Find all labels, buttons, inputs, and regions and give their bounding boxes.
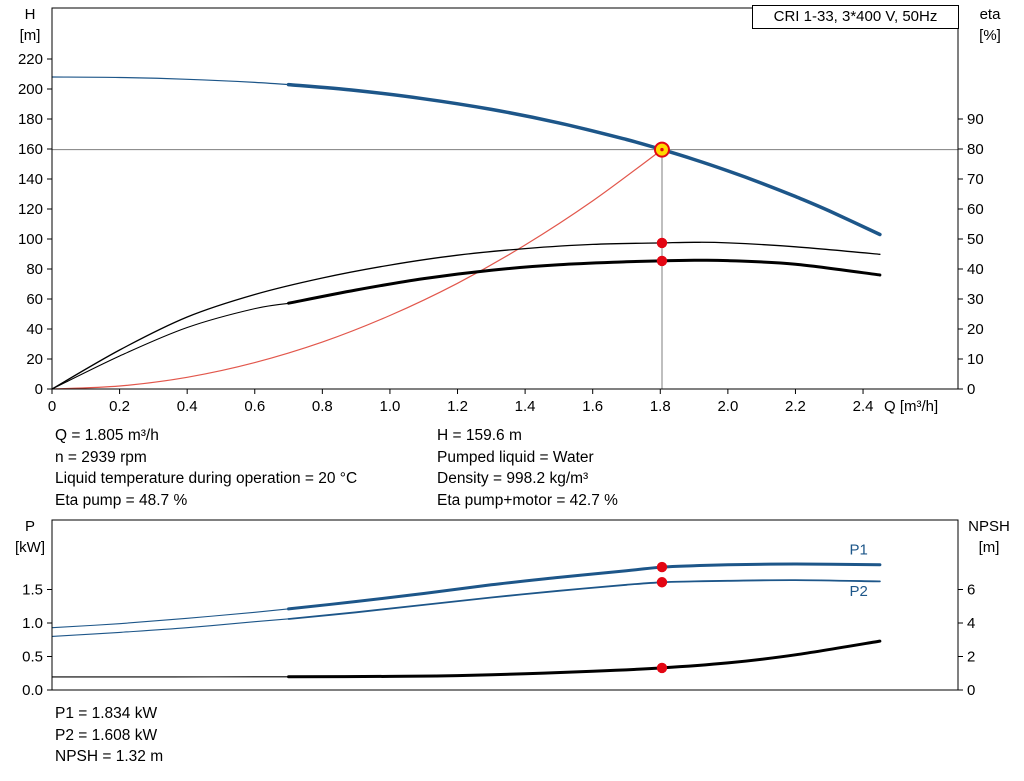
y-left-tick-label: 80	[26, 261, 43, 278]
y-left-tick-label: 40	[26, 321, 43, 338]
y-right-tick-label: 90	[967, 111, 984, 128]
p2-curve-label: P2	[850, 583, 868, 600]
info-eta-pump: Eta pump = 48.7 %	[55, 491, 188, 509]
y-right-tick-label: 80	[967, 141, 984, 158]
power-info-column: P1 = 1.834 kW P2 = 1.608 kW NPSH = 1.32 …	[55, 703, 163, 768]
npsh-dot	[656, 662, 668, 674]
qh-curve	[286, 82, 882, 237]
y-left-tick-label: 200	[18, 81, 43, 98]
info-density: Density = 998.2 kg/m³	[437, 470, 589, 487]
npsh-curve	[287, 639, 882, 679]
eta-pump-motor-curve	[287, 258, 882, 305]
y-left-tick-label: 160	[18, 141, 43, 158]
y-left-tick-label: 1.0	[22, 615, 43, 632]
y-right-tick-label: 10	[967, 351, 984, 368]
y-right-tick-label: 2	[967, 648, 975, 665]
info-pumped-liquid: Pumped liquid = Water	[437, 448, 594, 466]
info-liquid-temp: Liquid temperature during operation = 20…	[55, 470, 358, 487]
p2-curve-thin	[51, 617, 296, 637]
pump-title-box: CRI 1-33, 3*400 V, 50Hz	[752, 5, 959, 29]
y-right-tick-label: 4	[967, 615, 975, 632]
p-axis-label: P	[24, 518, 35, 535]
p-axis-unit: [kW]	[15, 539, 45, 556]
x-tick-label: 0.8	[312, 398, 333, 415]
info-npsh: NPSH = 1.32 m	[55, 748, 164, 765]
y-left-tick-label: 120	[18, 201, 43, 218]
p-axis-corner-label: P [kW]	[8, 516, 52, 558]
duty-point-marker-center	[660, 147, 664, 152]
info-eta-pump-motor: Eta pump+motor = 42.7 %	[437, 491, 618, 509]
info-rpm: n = 2939 rpm	[55, 448, 147, 466]
y-right-tick-label: 20	[967, 321, 984, 338]
y-left-tick-label: 20	[26, 351, 43, 368]
y-left-tick-label: 1.5	[22, 581, 43, 598]
y-left-tick-label: 0.0	[22, 682, 43, 699]
p2-dot	[656, 577, 668, 588]
duty-info-left-column: Q = 1.805 m³/h n = 2939 rpm Liquid tempe…	[55, 425, 357, 511]
x-tick-label: 2.0	[717, 398, 738, 415]
y-left-tick-label: 0	[35, 381, 43, 398]
info-p2: P2 = 1.608 kW	[55, 726, 158, 744]
h-axis-label: H	[24, 6, 36, 23]
y-left-tick-label: 60	[26, 291, 43, 308]
npsh-axis-label: NPSH	[968, 518, 1010, 535]
info-q: Q = 1.805 m³/h	[55, 427, 159, 444]
y-right-tick-label: 60	[967, 201, 984, 218]
eta-pump-dot	[656, 237, 668, 249]
eta-axis-corner-label: eta [%]	[962, 4, 1018, 46]
y-left-tick-label: 140	[18, 171, 43, 188]
y-left-tick-label: 220	[18, 51, 43, 68]
y-right-tick-label: 6	[967, 581, 975, 598]
duty-info-right-column: H = 159.6 m Pumped liquid = Water Densit…	[437, 425, 618, 511]
p2-curve	[287, 579, 881, 620]
x-tick-label: 0.2	[109, 398, 130, 415]
y-left-tick-label: 180	[18, 111, 43, 128]
info-p1: P1 = 1.834 kW	[55, 705, 158, 722]
y-right-tick-label: 0	[967, 682, 975, 699]
h-axis-unit: [m]	[19, 27, 41, 44]
npsh-axis-corner-label: NPSH [m]	[956, 516, 1022, 558]
y-right-tick-label: 0	[967, 381, 975, 398]
p1-curve-label: P1	[850, 542, 868, 559]
x-tick-label: 1.0	[380, 398, 401, 415]
h-axis-corner-label: H [m]	[8, 4, 52, 46]
npsh-axis-unit: [m]	[978, 539, 1000, 556]
x-tick-label: 1.2	[447, 398, 468, 415]
p1-dot	[656, 561, 668, 573]
p1-curve	[287, 562, 882, 611]
y-right-tick-label: 40	[967, 261, 984, 278]
x-tick-label: 2.4	[853, 398, 874, 415]
x-tick-label: 1.6	[582, 398, 603, 415]
system-curve	[51, 149, 663, 390]
eta-axis-label: eta	[979, 6, 1001, 23]
qh-eta-chart-frame	[51, 7, 959, 390]
x-tick-label: 1.4	[515, 398, 536, 415]
power-npsh-chart-frame	[51, 519, 959, 691]
x-tick-label: 1.8	[650, 398, 671, 415]
y-right-tick-label: 30	[967, 291, 984, 308]
x-tick-label: 0.6	[244, 398, 265, 415]
y-left-tick-label: 0.5	[22, 648, 43, 665]
y-left-tick-label: 100	[18, 231, 43, 248]
p1-curve-thin	[51, 607, 296, 629]
x-tick-label: 0	[48, 398, 56, 415]
eta-axis-unit: [%]	[979, 27, 1001, 44]
x-tick-label: 2.2	[785, 398, 806, 415]
eta-pump-curve	[51, 241, 881, 390]
x-axis-unit-label: Q [m³/h]	[884, 398, 938, 415]
y-right-tick-label: 50	[967, 231, 984, 248]
eta-pump-motor-dot	[656, 255, 668, 267]
x-tick-label: 0.4	[177, 398, 198, 415]
qh-curve-thin	[51, 76, 307, 87]
y-right-tick-label: 70	[967, 171, 984, 188]
info-h: H = 159.6 m	[437, 427, 522, 444]
eta-pump-motor-thin	[51, 302, 296, 390]
